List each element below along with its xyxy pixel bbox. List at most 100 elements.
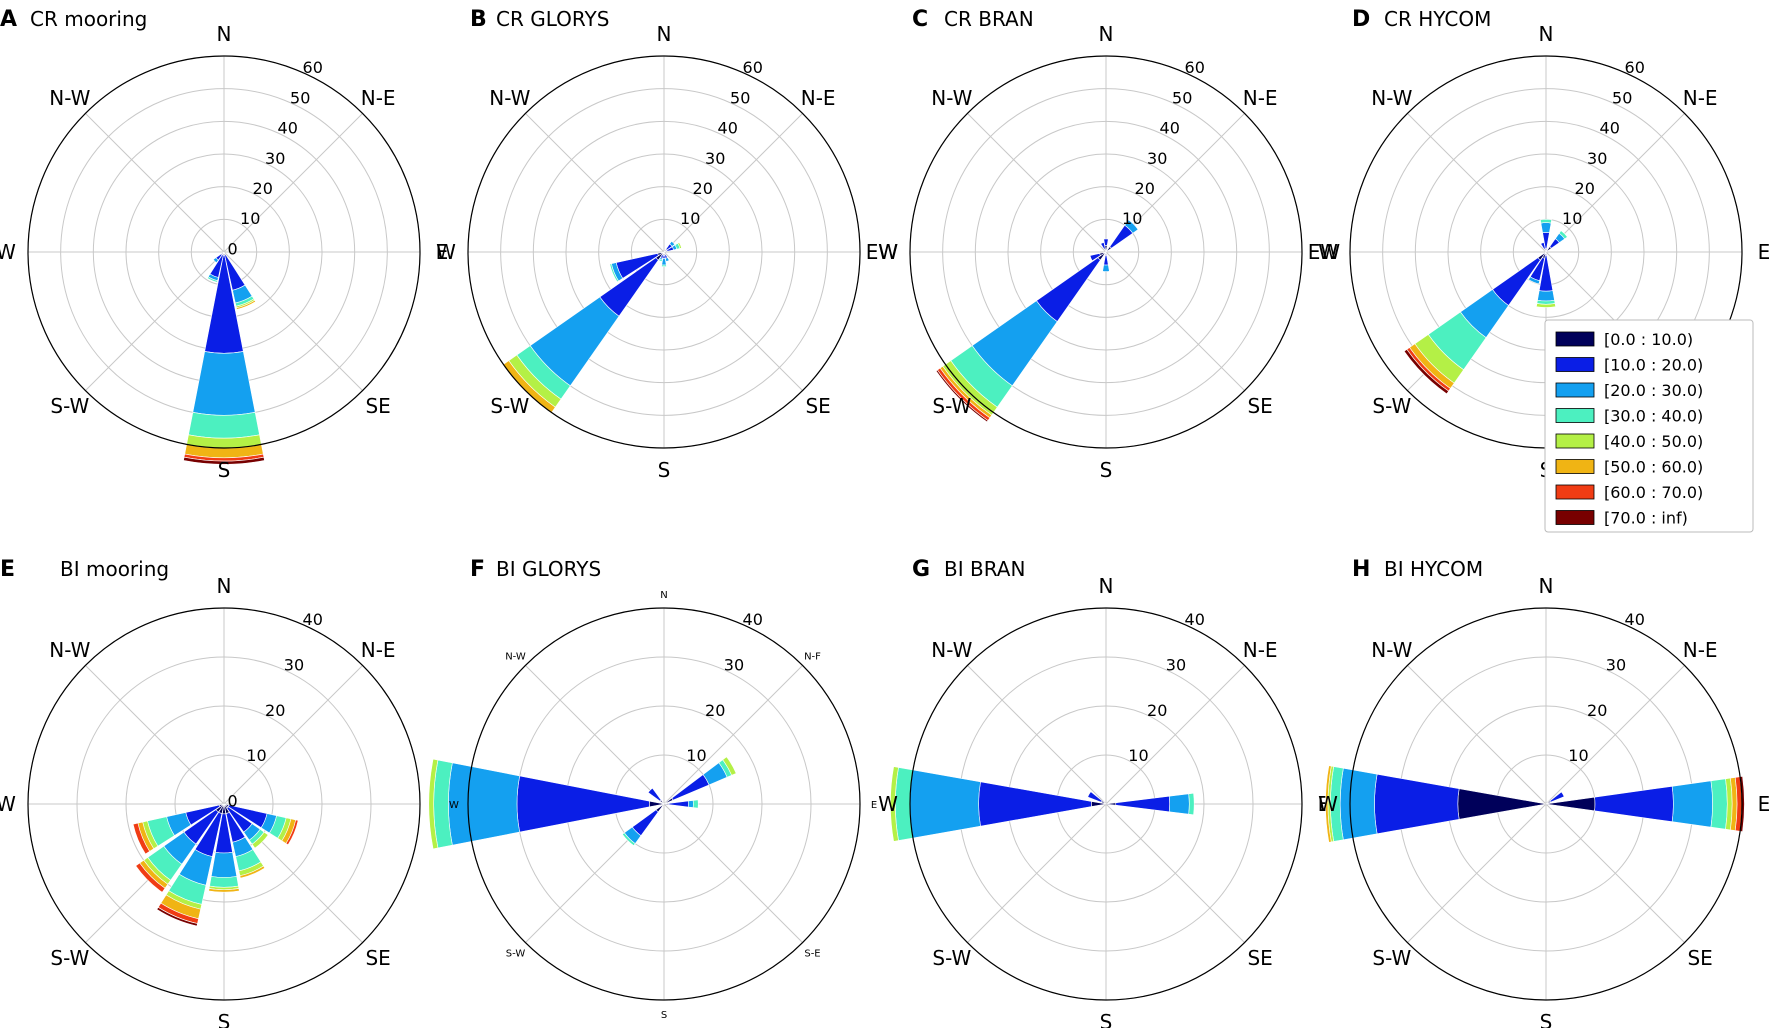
outer-circle [909, 607, 1303, 1001]
rose-segment [1168, 793, 1190, 815]
legend-swatch [1555, 331, 1595, 347]
rose-bar-202.5 [1528, 251, 1547, 285]
grid-spoke [967, 665, 1107, 805]
rose-segment [212, 257, 219, 264]
rose-segment [1540, 242, 1546, 250]
rose-segment [516, 775, 650, 833]
r-tick-label: 50 [290, 88, 310, 107]
legend-swatch [1555, 484, 1595, 500]
rose-segment [239, 865, 266, 879]
direction-label: N-W [49, 638, 90, 662]
rose-segment [1124, 219, 1139, 234]
rose-bar-45 [663, 240, 676, 253]
rose-segment [236, 299, 257, 310]
rose-bar-315 [647, 787, 665, 805]
rose-segment [1103, 238, 1109, 246]
rose-segment [192, 351, 256, 416]
rose-bar-157.5 [223, 251, 257, 310]
r-tick-label: 20 [693, 179, 713, 198]
direction-label: S [1540, 1010, 1553, 1028]
direction-label: N-E [801, 86, 836, 110]
r-tick-label: 30 [284, 655, 304, 674]
r-tick-label: 0 [228, 791, 238, 810]
r-tick-label: 20 [705, 701, 725, 720]
rose-segment [1100, 242, 1106, 250]
grid-spoke [663, 803, 803, 943]
direction-label: N-W [1371, 86, 1412, 110]
direction-label: N-W [489, 86, 530, 110]
rose-segment [1594, 785, 1674, 823]
direction-label: N-E [1243, 638, 1278, 662]
rose-segment [609, 263, 619, 283]
rose-segment [206, 276, 218, 283]
rose-bar-300 [1087, 791, 1107, 805]
panel-title: BI HYCOM [1384, 557, 1483, 581]
direction-label: S [1100, 458, 1113, 482]
rose-segment [671, 774, 710, 801]
direction-label: EW [1308, 240, 1341, 264]
r-tick-label: 50 [1612, 88, 1632, 107]
panel-letter: F [470, 557, 485, 582]
r-tick-label: 50 [1172, 88, 1192, 107]
rose-bar-225 [1403, 251, 1547, 395]
direction-label: N-W [931, 86, 972, 110]
rose-segment [909, 769, 981, 839]
panel-H: H BI HYCOM 10 20 30 40 N N-E E SE S S-W W N-W [1318, 557, 1770, 1032]
legend-swatch [1555, 459, 1595, 474]
rose-segment [1403, 349, 1449, 395]
grid-spoke [967, 803, 1107, 943]
rose-segment [428, 758, 439, 850]
direction-label: N [1099, 22, 1114, 46]
direction-label: S [218, 458, 231, 482]
rose-segment [668, 800, 689, 808]
r-tick-label: 10 [1562, 209, 1582, 228]
panel-letter: G [912, 557, 930, 582]
direction-label: W [0, 240, 16, 264]
r-tick-label: 60 [1185, 58, 1205, 77]
r-tick-label: 20 [1147, 701, 1167, 720]
direction-label: E [871, 800, 877, 811]
panel-C: C CR BRAN 10 20 30 40 50 60 N N-E EW SE S S-W W N-W [878, 7, 1340, 482]
legend-swatch [1555, 510, 1595, 525]
r-tick-label: 10 [1568, 746, 1588, 765]
rose-segment [1089, 253, 1101, 262]
direction-label: N-E [1243, 86, 1278, 110]
direction-label: S-W [1372, 394, 1411, 418]
grid-spoke [85, 251, 225, 391]
grid-spoke [223, 113, 363, 253]
grid-spoke [1407, 803, 1547, 943]
direction-label: N-E [361, 86, 396, 110]
direction-label: SE [805, 394, 830, 418]
rose-segment [209, 876, 239, 888]
r-tick-label: 30 [1147, 149, 1167, 168]
rose-segment [722, 756, 737, 776]
r-tick-label: 20 [1587, 701, 1607, 720]
grid-spoke [223, 251, 363, 391]
rose-bar-67.5 [663, 241, 682, 253]
direction-label: S [218, 1010, 231, 1028]
r-tick-label: 60 [303, 58, 323, 77]
panel-title: BI BRAN [944, 557, 1025, 581]
panel-letter: H [1352, 557, 1370, 582]
panel-title: CR GLORYS [496, 7, 609, 31]
legend-swatch [1555, 382, 1595, 398]
rose-segment [669, 240, 676, 247]
direction-label: S [658, 458, 671, 482]
direction-label: S-W [50, 946, 89, 970]
rose-bar-225 [935, 251, 1107, 423]
r-tick-label: 40 [718, 119, 738, 138]
panel-letter: D [1352, 7, 1370, 32]
legend: [0.0 : 10.0) [10.0 : 20.0) [20.0 : 30.0) [3… [1544, 319, 1754, 533]
panel-letter: E [0, 557, 15, 582]
rose-bar-225 [503, 251, 665, 413]
direction-label: N [1099, 574, 1114, 598]
direction-label: N-W [49, 86, 90, 110]
r-tick-label: 10 [246, 746, 266, 765]
direction-label: W [1318, 240, 1338, 264]
direction-label: S-W [932, 946, 971, 970]
outer-circle [1349, 607, 1743, 1001]
r-tick-label: 50 [730, 88, 750, 107]
